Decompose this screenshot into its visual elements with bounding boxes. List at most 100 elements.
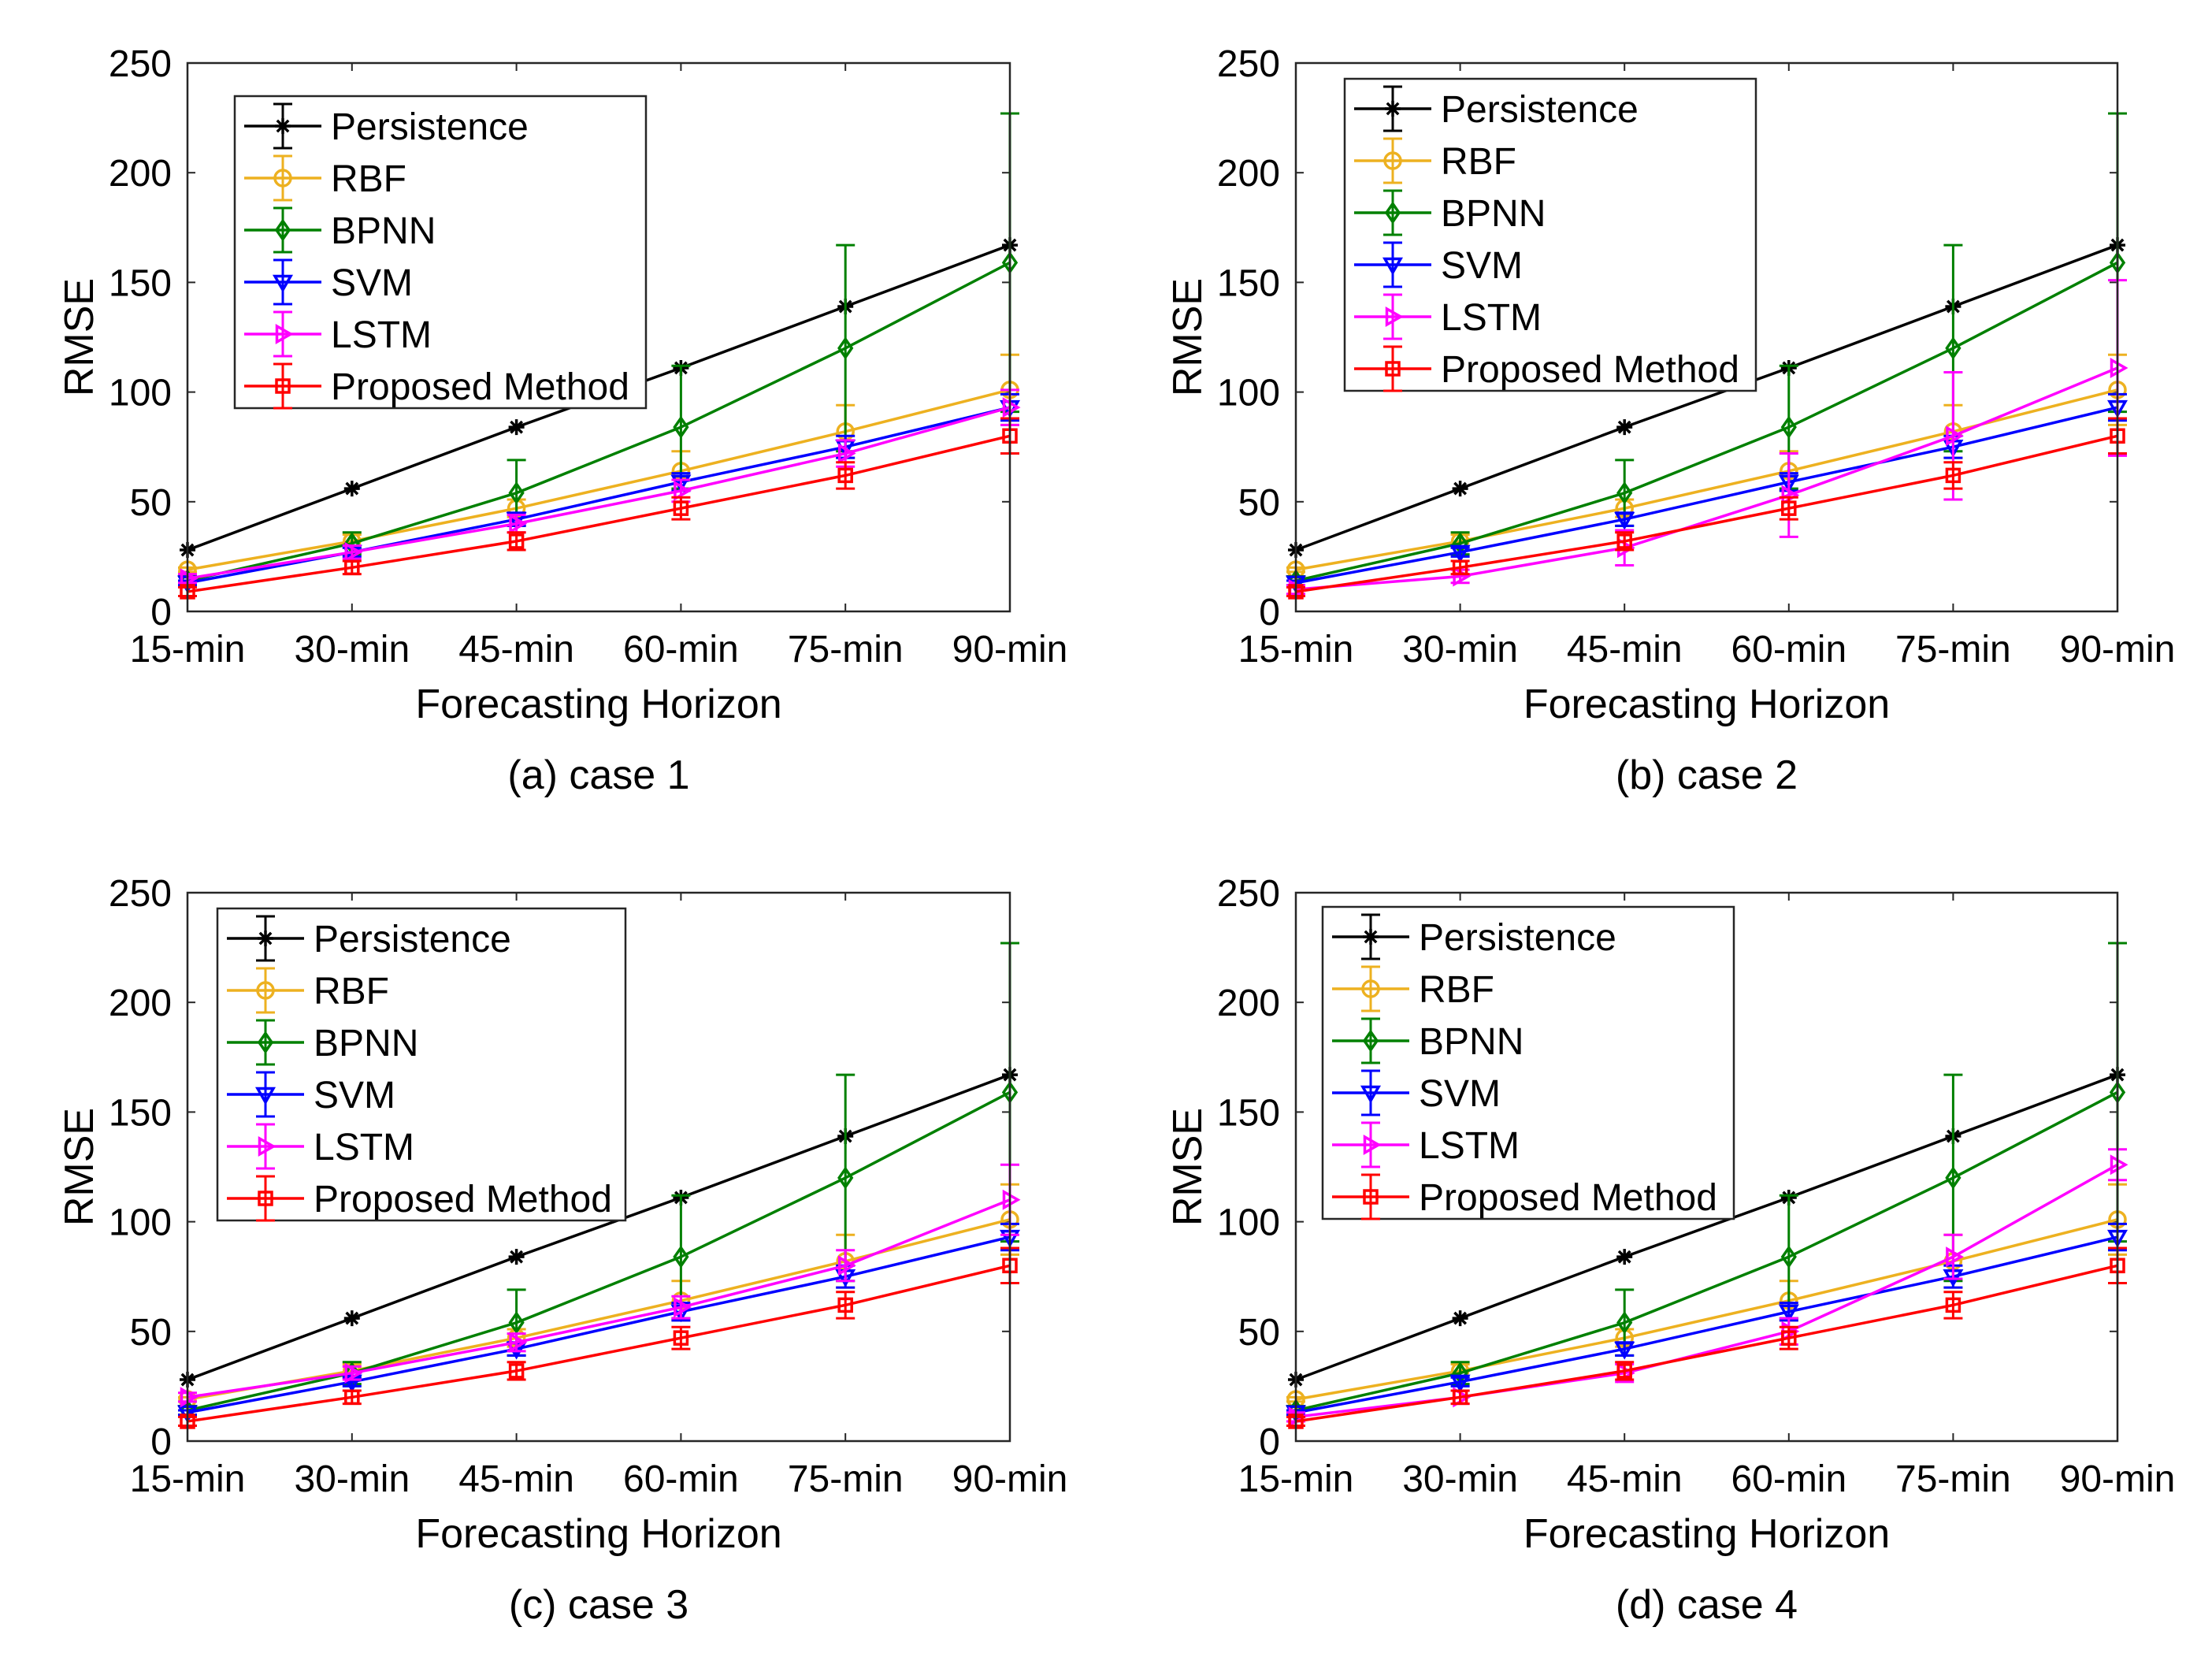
x-tick-label: 90-min	[2060, 629, 2176, 671]
error-bar	[836, 1249, 855, 1283]
legend-label: Proposed Method	[331, 366, 629, 408]
x-tick-label: 75-min	[788, 1458, 904, 1500]
legend-marker	[275, 378, 291, 394]
data-point	[837, 336, 854, 360]
legend-swatch-errorbar	[256, 1019, 275, 1066]
data-point	[1616, 533, 1632, 549]
y-tick-label: 250	[1217, 873, 1280, 915]
axes-box	[1294, 61, 2119, 613]
data-point	[837, 467, 853, 484]
data-point	[1945, 1166, 1961, 1190]
data-point	[1616, 419, 1633, 436]
data-point	[1616, 1311, 1633, 1335]
data-point	[837, 1255, 856, 1276]
data-point	[673, 1330, 689, 1346]
legend-label: RBF	[331, 158, 406, 200]
data-point	[1614, 1341, 1635, 1360]
panel-caption: (c) case 3	[509, 1582, 688, 1628]
x-tick-label: 30-min	[294, 1458, 410, 1500]
legend-swatch-errorbar	[256, 967, 275, 1014]
error-bar	[671, 1295, 691, 1320]
y-tick-label: 50	[130, 482, 172, 524]
legend-label: LSTM	[1419, 1125, 1520, 1167]
legend-item-lstm: LSTM	[227, 1123, 414, 1170]
data-point	[508, 419, 525, 436]
x-tick-label: 60-min	[623, 629, 739, 671]
legend-marker	[258, 1135, 276, 1157]
data-point	[1616, 481, 1633, 505]
error-bar	[1779, 452, 1798, 538]
legend-item-proposed-method: Proposed Method	[227, 1175, 612, 1222]
legend-label: SVM	[314, 1075, 395, 1116]
data-point	[343, 481, 360, 497]
legend-marker	[1363, 1134, 1382, 1156]
legend-label: BPNN	[1419, 1021, 1524, 1063]
x-tick-label: 75-min	[1895, 1458, 2011, 1500]
data-point	[1616, 1363, 1632, 1379]
legend-marker	[1385, 101, 1401, 117]
legend-swatch-errorbar	[1383, 345, 1402, 392]
y-tick-label: 200	[1217, 983, 1280, 1024]
legend-box	[1343, 77, 1757, 392]
legend-swatch-errorbar	[273, 310, 292, 358]
data-point	[1945, 1297, 1961, 1313]
legend-label: BPNN	[314, 1023, 418, 1064]
legend-swatch-errorbar	[1361, 1121, 1380, 1168]
legend-swatch-errorbar	[1383, 293, 1402, 340]
legend-swatch-errorbar	[256, 1071, 275, 1118]
y-tick-label: 200	[109, 983, 172, 1024]
series-line	[187, 406, 1011, 580]
x-tick-label: 45-min	[458, 1458, 574, 1500]
legend-item-persistence: Persistence	[1354, 85, 1639, 132]
data-point	[1780, 415, 1797, 439]
series-line	[187, 1073, 1011, 1381]
legend-item-bpnn: BPNN	[1332, 1017, 1524, 1064]
x-axis-title: Forecasting Horizon	[1524, 1511, 1890, 1557]
legend-box	[216, 907, 627, 1222]
legend-swatch-errorbar	[1361, 1173, 1380, 1220]
x-tick-label: 45-min	[458, 629, 574, 671]
series-line	[187, 261, 1011, 582]
y-tick-label: 0	[150, 592, 172, 633]
series-line	[1295, 434, 2118, 593]
legend-marker	[254, 1087, 276, 1105]
legend-swatch-errorbar	[273, 154, 292, 202]
x-axis-title: Forecasting Horizon	[415, 1511, 781, 1557]
axes-box	[1294, 891, 2119, 1443]
x-tick-label: 15-min	[130, 629, 246, 671]
legend-item-svm: SVM	[244, 258, 413, 306]
legend-marker	[1362, 1029, 1379, 1053]
legend-label: BPNN	[331, 210, 436, 252]
legend-swatch-errorbar	[256, 1123, 275, 1170]
legend-marker	[1382, 257, 1404, 276]
y-tick-label: 50	[130, 1312, 172, 1354]
data-point	[509, 513, 528, 534]
legend-label: Proposed Method	[1441, 349, 1739, 391]
y-tick-label: 100	[1217, 1202, 1280, 1244]
data-point	[1449, 1374, 1471, 1393]
data-point	[674, 1297, 692, 1318]
error-bar	[1943, 461, 1963, 490]
legend-marker	[274, 218, 291, 242]
legend-item-proposed-method: Proposed Method	[244, 362, 629, 410]
series-line	[1295, 1073, 2118, 1381]
data-point	[344, 1362, 363, 1384]
data-point	[1616, 1249, 1633, 1265]
legend-item-rbf: RBF	[1332, 965, 1494, 1012]
legend-marker	[275, 323, 294, 345]
legend-item-rbf: RBF	[244, 154, 406, 202]
data-point	[509, 1332, 528, 1353]
data-point	[837, 443, 856, 464]
legend-item-lstm: LSTM	[1354, 293, 1542, 340]
legend-marker	[1384, 201, 1401, 225]
error-bar	[1943, 1233, 1963, 1280]
data-point	[1781, 1330, 1797, 1346]
legend-swatch-errorbar	[273, 362, 292, 410]
legend-swatch-errorbar	[1361, 1069, 1380, 1116]
y-axis-title: RMSE	[1165, 278, 1211, 396]
legend-swatch-errorbar	[273, 206, 292, 254]
data-point	[1946, 1246, 1964, 1268]
data-point	[1778, 1304, 1799, 1323]
legend-marker	[1385, 306, 1404, 328]
y-tick-label: 50	[1238, 1312, 1280, 1354]
